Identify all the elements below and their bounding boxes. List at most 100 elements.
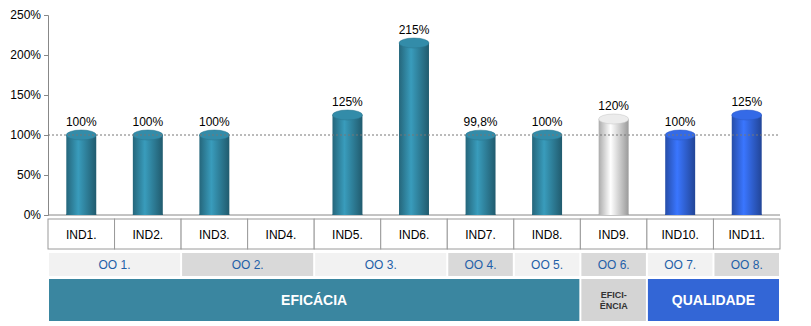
y-tick-mark bbox=[44, 55, 48, 56]
x-tick-label: IND7. bbox=[465, 228, 496, 242]
x-tick: IND1. bbox=[66, 227, 97, 242]
x-tick: IND4. bbox=[266, 227, 297, 242]
bar-base bbox=[199, 210, 229, 215]
category-cell bbox=[48, 219, 115, 249]
bar-base bbox=[466, 210, 496, 215]
group-cell bbox=[49, 253, 180, 276]
bar bbox=[532, 135, 562, 215]
data-label: 215% bbox=[399, 23, 430, 37]
bar-cap bbox=[332, 110, 362, 120]
group-label: OO 2. bbox=[232, 258, 264, 272]
x-tick-label: IND9. bbox=[598, 228, 629, 242]
x-tick-label: IND3. bbox=[199, 228, 230, 242]
category-cell bbox=[514, 219, 581, 249]
category-cell bbox=[115, 219, 182, 249]
y-tick: 250% bbox=[10, 8, 48, 22]
group-cell bbox=[448, 253, 513, 276]
category-cell bbox=[713, 219, 780, 249]
y-tick-label: 150% bbox=[10, 88, 41, 102]
bar-base bbox=[399, 210, 429, 215]
chart: 0% 50% 100% 150% 200% 250% 100% 100% 100% 125% 215… bbox=[0, 0, 811, 326]
x-tick: IND6. bbox=[399, 227, 430, 242]
x-axis-ticks: IND1. IND2. IND3. IND4. IND5. IND6. IND7. IND8.… bbox=[49, 227, 781, 242]
x-tick-label: IND6. bbox=[399, 228, 430, 242]
x-tick: IND11. bbox=[728, 227, 764, 242]
x-tick: IND10. bbox=[662, 227, 699, 242]
y-tick-label: 0% bbox=[24, 208, 42, 222]
y-tick-mark bbox=[44, 215, 48, 216]
y-axis: 0% 50% 100% 150% 200% 250% bbox=[10, 8, 48, 222]
group-label: OO 3. bbox=[365, 258, 397, 272]
group-cell bbox=[182, 253, 313, 276]
x-tick-label: IND5. bbox=[332, 228, 363, 242]
y-tick-mark bbox=[44, 95, 48, 96]
bar-base bbox=[599, 210, 629, 215]
dimension-label: ÊNCIA bbox=[600, 300, 629, 311]
x-tick-label: IND1. bbox=[66, 228, 97, 242]
x-tick-label: IND10. bbox=[662, 228, 699, 242]
data-label: 100% bbox=[665, 115, 696, 129]
x-tick: IND2. bbox=[132, 227, 163, 242]
x-tick-label: IND2. bbox=[132, 228, 163, 242]
data-label: 100% bbox=[66, 115, 97, 129]
x-tick-label: IND8. bbox=[532, 228, 563, 242]
data-label: 125% bbox=[731, 95, 762, 109]
y-tick-mark bbox=[44, 175, 48, 176]
bar-cap bbox=[599, 114, 629, 124]
dimension-cell bbox=[581, 279, 646, 321]
category-cell bbox=[447, 219, 514, 249]
category-cell bbox=[314, 219, 381, 249]
data-label: 100% bbox=[199, 115, 230, 129]
y-tick-label: 250% bbox=[10, 8, 41, 22]
category-cell bbox=[647, 219, 714, 249]
data-label: 125% bbox=[332, 95, 363, 109]
x-tick: IND3. bbox=[199, 227, 230, 242]
bar bbox=[665, 135, 695, 215]
y-tick-label: 50% bbox=[17, 168, 41, 182]
dimension-label: EFICÁCIA bbox=[281, 292, 347, 308]
bar-cap bbox=[399, 38, 429, 48]
data-label: 99,8% bbox=[464, 115, 498, 129]
bar-base bbox=[732, 210, 762, 215]
x-tick-label: IND11. bbox=[728, 228, 764, 242]
bar bbox=[599, 119, 629, 215]
bar-base bbox=[665, 210, 695, 215]
bar bbox=[66, 135, 96, 215]
data-label: 100% bbox=[532, 115, 563, 129]
group-cell bbox=[714, 253, 779, 276]
dimension-label: QUALIDADE bbox=[672, 292, 755, 308]
bar bbox=[332, 115, 362, 215]
data-label: 100% bbox=[132, 115, 163, 129]
dimension-cell bbox=[648, 279, 779, 321]
y-tick: 200% bbox=[10, 48, 48, 62]
x-tick: IND7. bbox=[465, 227, 496, 242]
y-tick-mark bbox=[44, 135, 48, 136]
group-cell bbox=[581, 253, 646, 276]
y-tick: 100% bbox=[10, 128, 48, 142]
reference-line bbox=[48, 135, 780, 136]
y-tick: 150% bbox=[10, 88, 48, 102]
bar-base bbox=[532, 210, 562, 215]
y-tick-label: 200% bbox=[10, 48, 41, 62]
x-tick-label: IND4. bbox=[266, 228, 297, 242]
bar-base bbox=[66, 210, 96, 215]
dimension-label: EFICI- bbox=[601, 290, 627, 300]
x-tick: IND9. bbox=[598, 227, 629, 242]
group-label: OO 1. bbox=[99, 258, 131, 272]
y-tick: 50% bbox=[17, 168, 48, 182]
group-label: OO 5. bbox=[531, 258, 563, 272]
group-label: OO 7. bbox=[664, 258, 696, 272]
category-cell bbox=[181, 219, 248, 249]
bar-cap bbox=[732, 110, 762, 120]
y-tick-label: 100% bbox=[10, 128, 41, 142]
bar bbox=[732, 115, 762, 215]
category-cell bbox=[580, 219, 647, 249]
bar bbox=[399, 43, 429, 215]
dimension-cell bbox=[49, 279, 579, 321]
x-axis: IND1. IND2. IND3. IND4. IND5. IND6. IND7. IND8.… bbox=[48, 219, 781, 249]
y-tick-mark bbox=[44, 15, 48, 16]
group-cell bbox=[648, 253, 713, 276]
group-cell bbox=[315, 253, 446, 276]
category-cell bbox=[248, 219, 315, 249]
group-cell bbox=[515, 253, 580, 276]
